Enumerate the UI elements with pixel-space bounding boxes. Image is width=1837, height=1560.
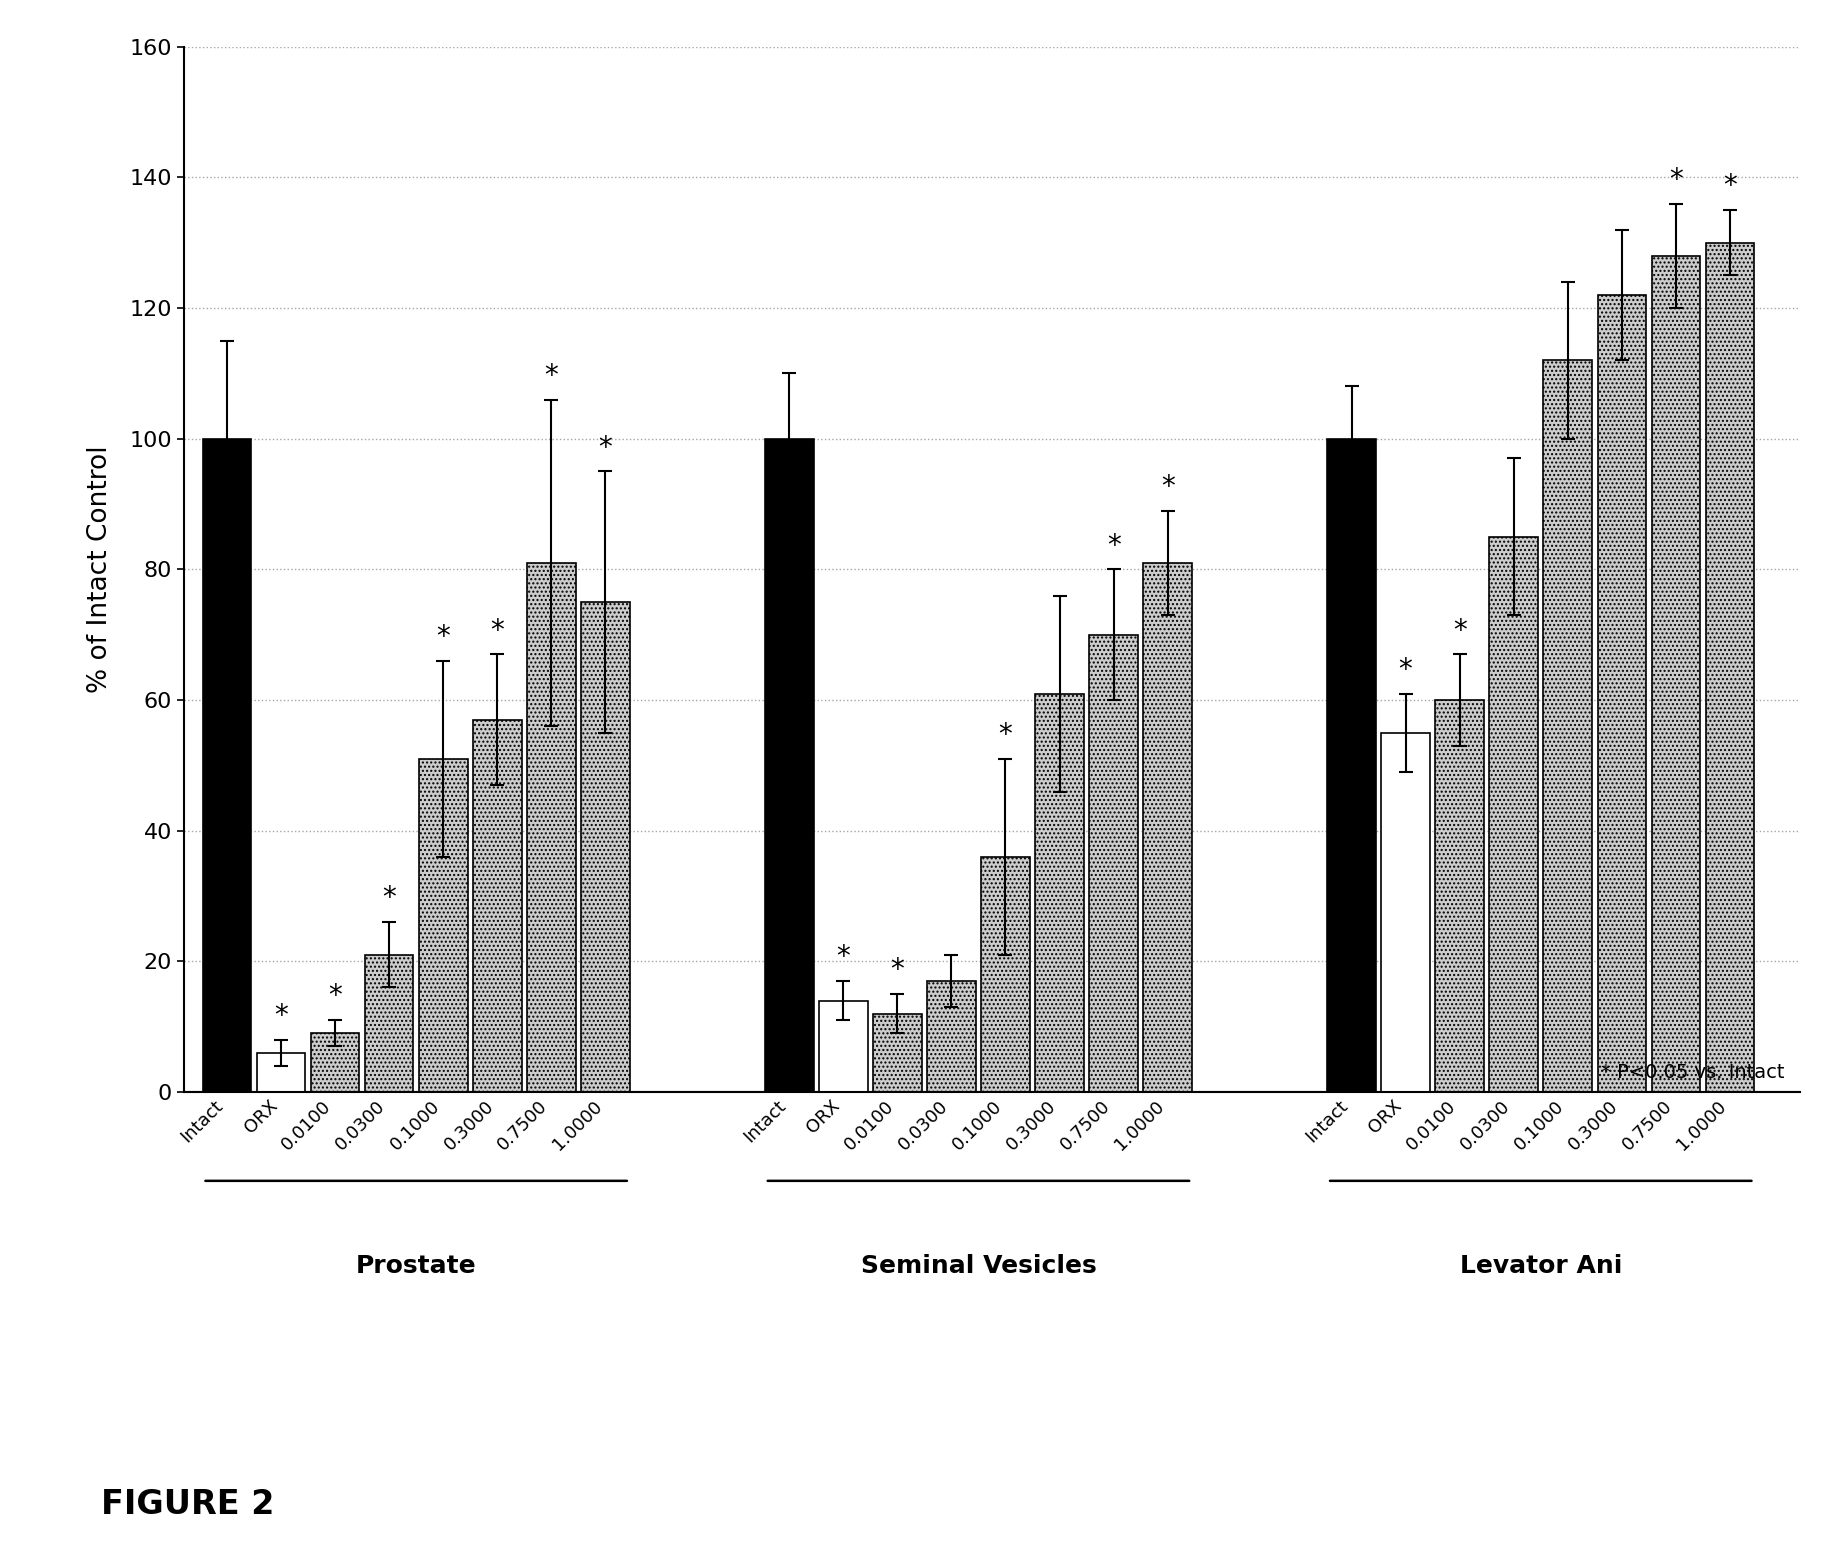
Y-axis label: % of Intact Control: % of Intact Control [86, 446, 112, 693]
Bar [257, 1053, 305, 1092]
Bar [1598, 295, 1646, 1092]
Bar [873, 1014, 922, 1092]
Text: *: * [329, 983, 342, 1011]
Text: *: * [437, 622, 450, 651]
Bar [1089, 635, 1137, 1092]
Text: *: * [1723, 172, 1736, 200]
Bar [419, 758, 468, 1092]
Text: *: * [1670, 165, 1683, 193]
Bar [1543, 360, 1593, 1092]
Text: Prostate: Prostate [356, 1254, 476, 1278]
Bar [202, 438, 252, 1092]
Text: Levator Ani: Levator Ani [1460, 1254, 1622, 1278]
Bar [819, 1000, 867, 1092]
Text: Seminal Vesicles: Seminal Vesicles [860, 1254, 1097, 1278]
Text: *: * [490, 616, 503, 644]
Bar [1143, 563, 1192, 1092]
Text: *: * [1398, 655, 1413, 683]
Text: *: * [382, 885, 397, 913]
Text: *: * [836, 944, 851, 972]
Bar [1326, 438, 1376, 1092]
Bar [1381, 733, 1429, 1092]
Text: *: * [544, 362, 558, 390]
Text: FIGURE 2: FIGURE 2 [101, 1488, 274, 1521]
Bar [472, 719, 522, 1092]
Text: *: * [274, 1002, 288, 1030]
Bar [764, 438, 814, 1092]
Text: *: * [1106, 532, 1121, 560]
Text: * P<0.05 vs. Intact: * P<0.05 vs. Intact [1600, 1062, 1784, 1081]
Bar [580, 602, 630, 1092]
Bar [928, 981, 975, 1092]
Text: *: * [1161, 473, 1174, 501]
Bar [981, 856, 1031, 1092]
Bar [366, 955, 413, 1092]
Bar [1435, 700, 1484, 1092]
Bar [310, 1033, 360, 1092]
Bar [1490, 537, 1538, 1092]
Text: *: * [599, 434, 612, 462]
Bar [527, 563, 575, 1092]
Bar [1651, 256, 1701, 1092]
Text: *: * [999, 721, 1012, 749]
Text: *: * [891, 956, 904, 984]
Bar [1036, 694, 1084, 1092]
Text: *: * [1453, 616, 1466, 644]
Bar [1705, 243, 1754, 1092]
